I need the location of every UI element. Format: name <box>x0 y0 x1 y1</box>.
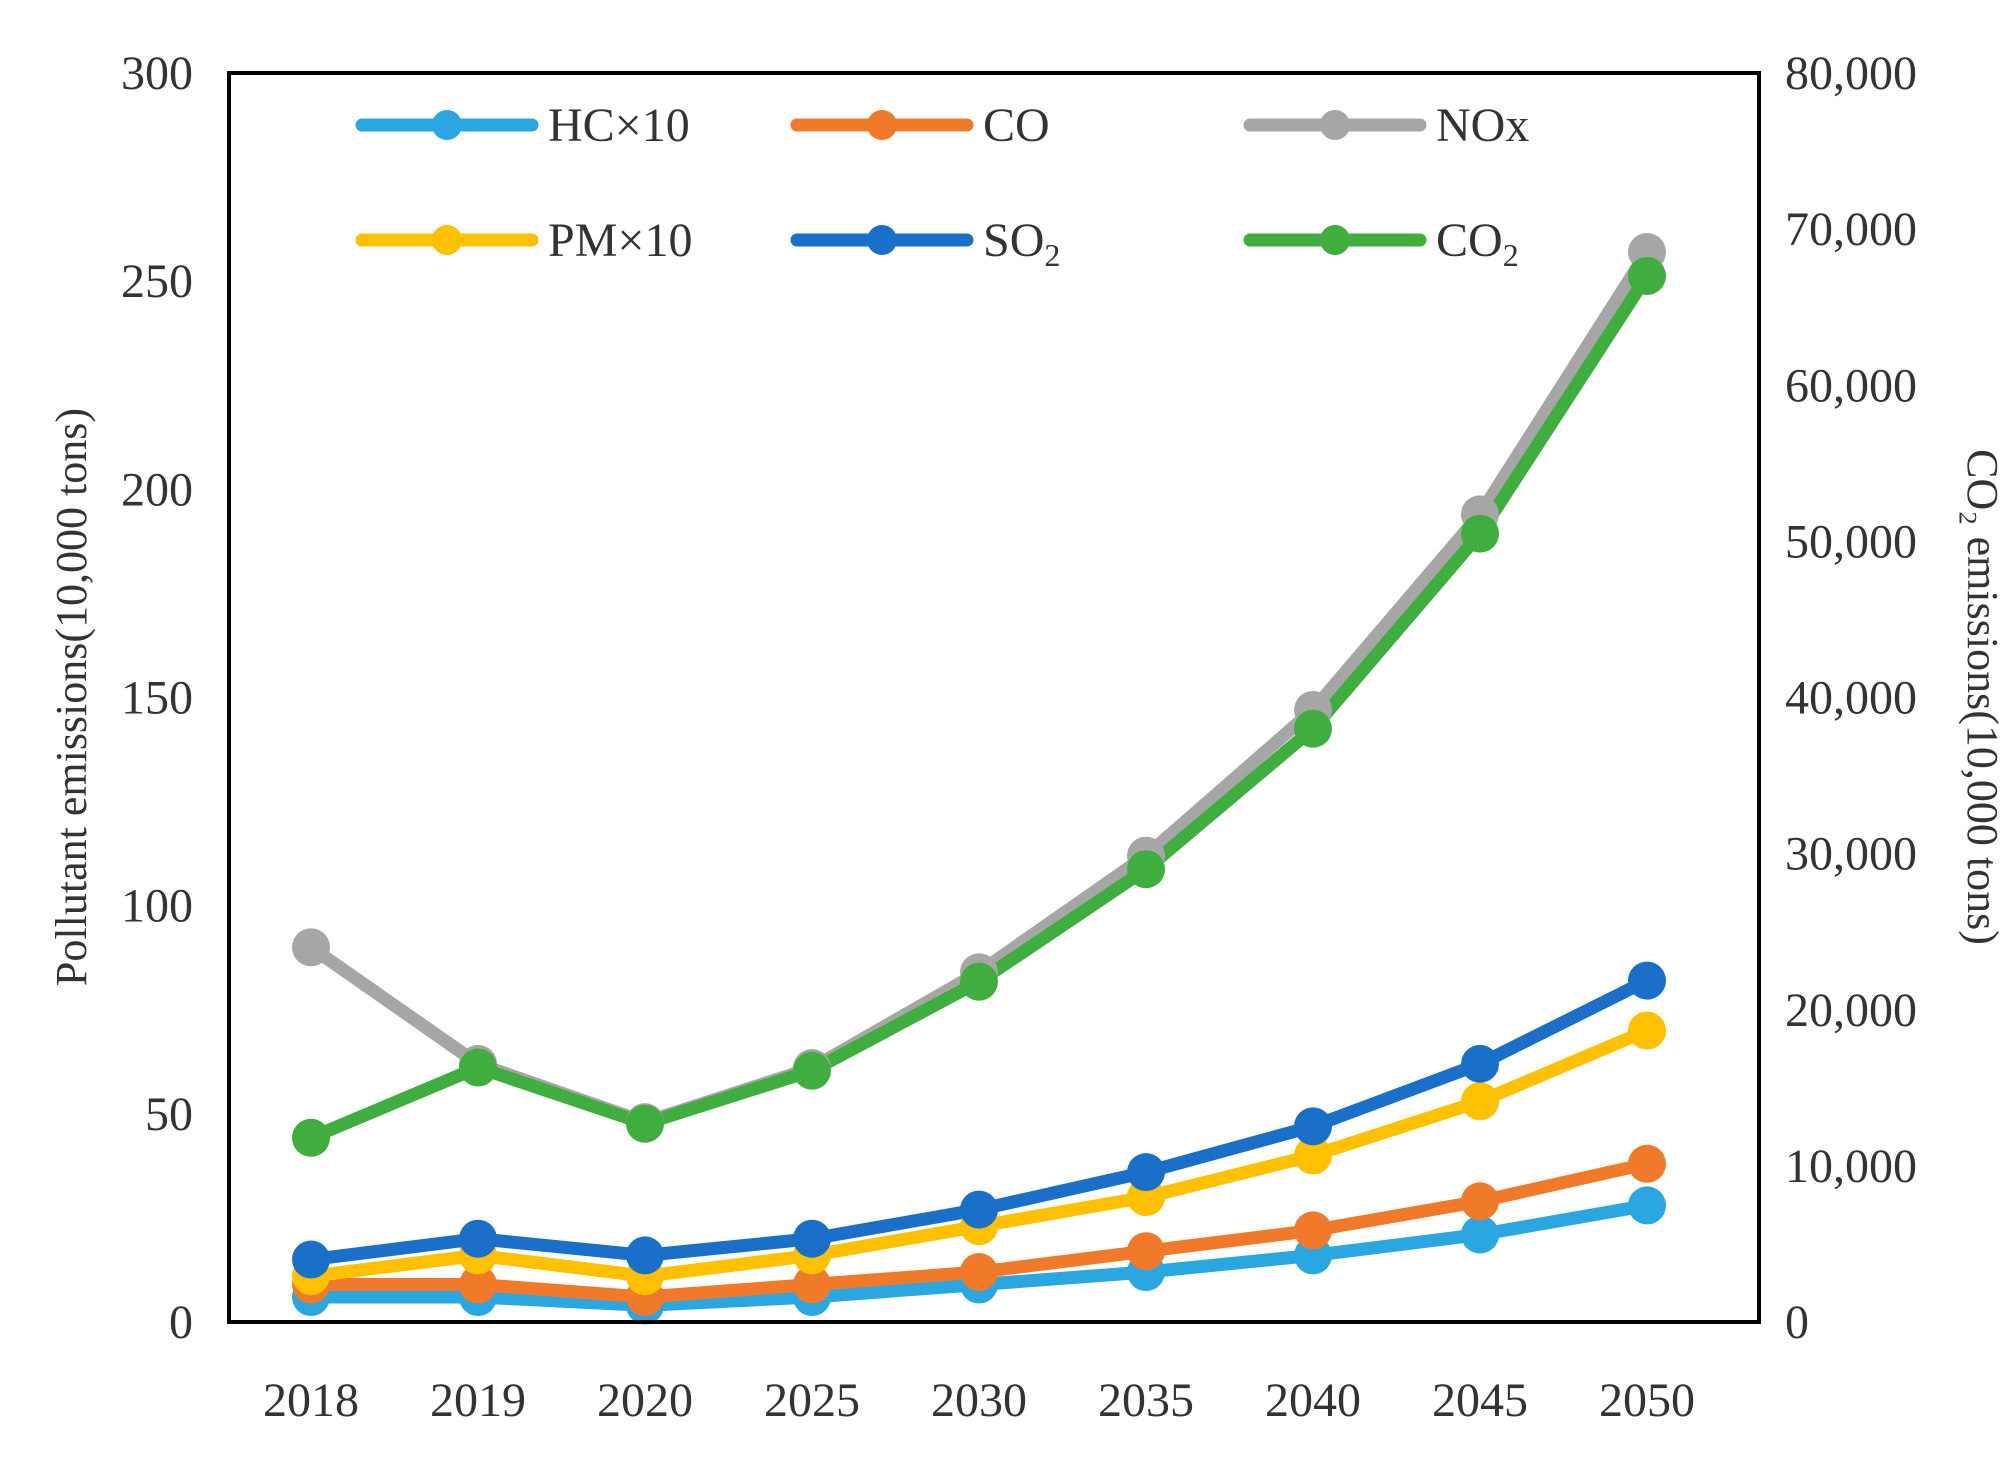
legend-label-co: CO <box>983 99 1050 152</box>
y2-tick-label: 80,000 <box>1785 47 1917 100</box>
plot-frame <box>227 71 1761 1324</box>
legend-label-so2: SO2 <box>983 214 1060 273</box>
x-tick-label: 2025 <box>764 1374 860 1427</box>
x-tick-label: 2050 <box>1599 1374 1695 1427</box>
left-axis-ticks: 0 50 100 150 200 250 300 <box>121 47 193 1349</box>
data-point-so2 <box>1294 1107 1332 1146</box>
legend-marker-so2 <box>867 225 897 255</box>
legend: HC×10 CO NOx PM×10 SO2 CO2 <box>355 99 1529 273</box>
data-point-so2 <box>960 1190 998 1229</box>
legend-marker-nox <box>1320 110 1350 140</box>
right-axis-ticks: 0 10,000 20,000 30,000 40,000 50,000 60,000 70,… <box>1785 47 1917 1349</box>
data-point-co2 <box>1294 709 1332 748</box>
x-tick-label: 2045 <box>1432 1374 1528 1427</box>
x-tick-label: 2030 <box>931 1374 1027 1427</box>
data-point-nox <box>292 928 330 967</box>
y2-tick-label: 70,000 <box>1785 203 1917 256</box>
series-lines <box>304 245 1654 1312</box>
y-tick-label: 150 <box>121 672 193 725</box>
y2-tick-label: 50,000 <box>1785 515 1917 568</box>
data-point-co <box>1127 1232 1165 1271</box>
data-point-co <box>793 1265 831 1304</box>
data-point-co2 <box>292 1118 330 1157</box>
data-point-so2 <box>292 1240 330 1279</box>
data-point-co2 <box>1127 850 1165 889</box>
data-point-so2 <box>1461 1044 1499 1083</box>
legend-subscript: 2 <box>1044 237 1060 273</box>
y-tick-label: 100 <box>121 880 193 933</box>
data-point-co2 <box>1628 256 1666 295</box>
x-tick-label: 2019 <box>430 1374 526 1427</box>
data-point-co2 <box>626 1104 664 1143</box>
data-point-co2 <box>793 1051 831 1090</box>
x-tick-label: 2020 <box>597 1374 693 1427</box>
legend-marker-co <box>867 110 897 140</box>
data-point-pm-10 <box>1294 1136 1332 1175</box>
legend-subscript: 2 <box>1503 237 1519 273</box>
data-point-pm-10 <box>1628 1011 1666 1050</box>
legend-label-pm-10: PM×10 <box>548 214 692 267</box>
legend-marker-pm-10 <box>432 225 462 255</box>
data-point-hc-10 <box>1628 1186 1666 1225</box>
y2-tick-label: 40,000 <box>1785 672 1917 725</box>
x-tick-label: 2035 <box>1098 1374 1194 1427</box>
legend-marker-co2 <box>1320 225 1350 255</box>
data-point-co <box>459 1265 497 1304</box>
legend-label-co2: CO2 <box>1436 214 1519 273</box>
y2-tick-label: 0 <box>1785 1296 1809 1349</box>
y2-tick-label: 10,000 <box>1785 1140 1917 1193</box>
legend-marker-hc-10 <box>432 110 462 140</box>
data-point-co <box>1294 1211 1332 1250</box>
data-point-pm-10 <box>1461 1082 1499 1121</box>
y-tick-label: 0 <box>169 1296 193 1349</box>
data-point-co <box>1461 1182 1499 1221</box>
legend-label-hc-10: HC×10 <box>548 99 690 152</box>
legend-label-nox: NOx <box>1436 99 1529 152</box>
data-point-co <box>1628 1144 1666 1183</box>
y-tick-label: 250 <box>121 255 193 308</box>
series-markers <box>292 233 1666 1325</box>
x-axis-ticks: 2018 2019 2020 2025 2030 2035 2040 2045 2050 <box>263 1374 1695 1427</box>
data-point-so2 <box>459 1219 497 1258</box>
y2-tick-label: 60,000 <box>1785 359 1917 412</box>
y2-tick-label: 30,000 <box>1785 828 1917 881</box>
y-tick-label: 300 <box>121 47 193 100</box>
series-line-co2 <box>304 269 1654 1145</box>
data-point-so2 <box>1127 1153 1165 1192</box>
data-point-hc-10 <box>1461 1215 1499 1254</box>
data-point-co2 <box>1461 514 1499 553</box>
data-point-co2 <box>960 962 998 1001</box>
x-tick-label: 2018 <box>263 1374 359 1427</box>
x-tick-label: 2040 <box>1265 1374 1361 1427</box>
y2-tick-label: 20,000 <box>1785 984 1917 1037</box>
left-axis-title: Pollutant emissions(10,000 tons) <box>47 408 96 986</box>
y-tick-label: 200 <box>121 463 193 516</box>
y-tick-label: 50 <box>145 1088 193 1141</box>
data-point-co2 <box>459 1048 497 1087</box>
right-axis-title: CO₂ emissions(10,000 tons) <box>1958 449 2007 945</box>
data-point-so2 <box>626 1236 664 1275</box>
data-point-so2 <box>1628 961 1666 1000</box>
data-point-co <box>960 1253 998 1292</box>
data-point-so2 <box>793 1219 831 1258</box>
